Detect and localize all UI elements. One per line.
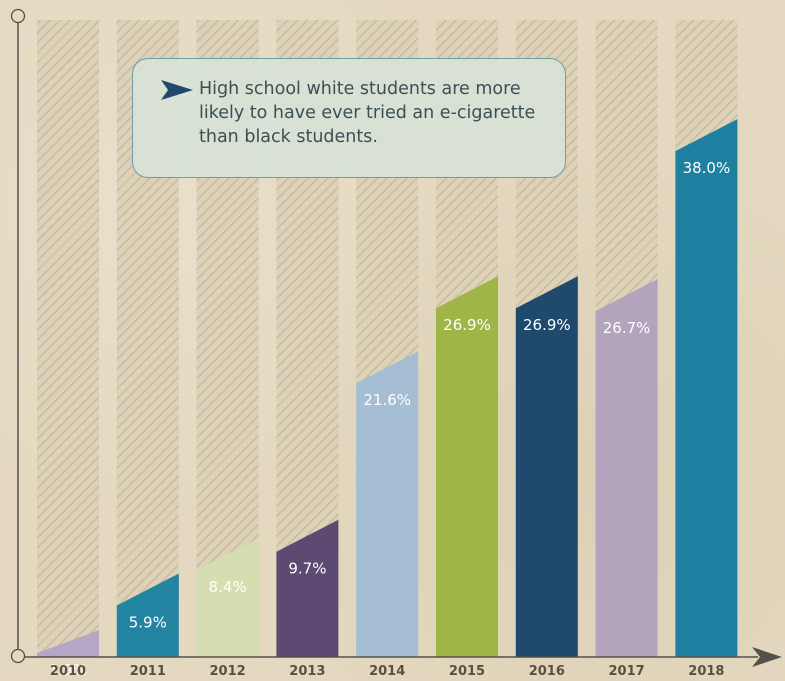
- x-tick-labels: 2010 2011 2012 2013 2014 2015 2016 2017 2018: [50, 664, 725, 679]
- background-column: [37, 20, 99, 657]
- annotation-callout: High school white students are more like…: [132, 58, 566, 178]
- value-label: 1.9%: [49, 661, 87, 679]
- plus-circle-icon: [10, 8, 26, 24]
- value-label: 26.7%: [603, 319, 651, 337]
- x-tick-label: 2012: [210, 664, 246, 679]
- value-label: 26.9%: [443, 316, 491, 334]
- bar-2018: [675, 119, 738, 658]
- bar-2017: [595, 279, 658, 657]
- bar-2015: [436, 276, 498, 657]
- bar-2016: [515, 276, 578, 657]
- bar-2010: [37, 630, 99, 657]
- x-tick-label: 2016: [529, 664, 565, 679]
- value-label: 8.4%: [209, 578, 247, 596]
- bar-2013: [276, 519, 339, 657]
- data-bars: [37, 119, 738, 658]
- value-label: 38.0%: [683, 159, 731, 177]
- value-label: 9.7%: [288, 560, 326, 578]
- minus-circle-icon: [10, 648, 26, 664]
- value-label: 26.9%: [523, 316, 571, 334]
- bar-2014: [356, 351, 419, 657]
- annotation-text: High school white students are more like…: [199, 79, 536, 147]
- value-labels: 1.9% 5.9% 8.4% 9.7% 21.6% 26.9% 26.9% 26.7% 38.0…: [49, 159, 730, 679]
- x-tick-label: 2011: [130, 664, 166, 679]
- bar-2011: [116, 573, 179, 657]
- value-label: 21.6%: [363, 391, 411, 409]
- x-tick-label: 2015: [449, 664, 485, 679]
- arrow-right-icon: [161, 80, 193, 100]
- bar-2012: [196, 538, 259, 657]
- x-tick-label: 2010: [50, 664, 86, 679]
- x-tick-label: 2018: [688, 664, 724, 679]
- x-tick-label: 2013: [289, 664, 325, 679]
- x-axis-arrow-icon: [752, 647, 782, 667]
- value-label: 5.9%: [129, 613, 167, 631]
- x-tick-label: 2014: [369, 664, 405, 679]
- axes: [10, 8, 782, 667]
- x-tick-label: 2017: [609, 664, 645, 679]
